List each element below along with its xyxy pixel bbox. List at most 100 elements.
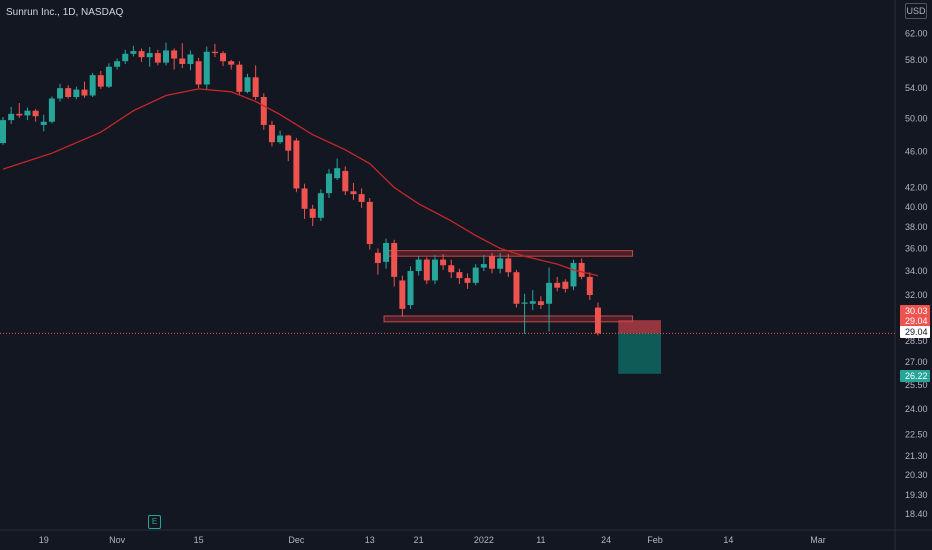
candle-body (440, 259, 447, 266)
candle-body (554, 282, 561, 288)
symbol-title: Sunrun Inc., 1D, NASDAQ (6, 7, 124, 18)
price-tick-label: 46.00 (905, 147, 928, 157)
price-tick-label: 24.00 (905, 404, 928, 414)
candle-body (366, 201, 373, 245)
candle-body (228, 61, 235, 65)
time-tick-label: 24 (601, 535, 611, 545)
candle-body (431, 259, 438, 281)
candle-body (546, 282, 553, 304)
short-position-tool[interactable] (0, 320, 895, 374)
price-tick-label: 32.00 (905, 290, 928, 300)
price-tag-label: 30.03 (905, 306, 928, 316)
candle-body (489, 256, 495, 269)
candle-body (277, 135, 284, 143)
candle-body (594, 307, 601, 334)
earnings-icon[interactable]: E (148, 515, 161, 529)
candle-body (448, 265, 455, 273)
candle-body (521, 302, 528, 304)
time-tick-label: 11 (536, 535, 545, 545)
time-tick-label: 13 (365, 535, 375, 545)
price-tick-label: 28.50 (905, 336, 928, 346)
candle-body (505, 258, 512, 273)
candle-body (81, 89, 88, 96)
price-tick-label: 34.00 (905, 266, 928, 276)
candle-body (301, 188, 308, 209)
candle-body (472, 267, 479, 283)
candle-body (105, 66, 112, 87)
candle-body (97, 75, 104, 87)
candle-body (350, 191, 357, 195)
candle-body (244, 77, 251, 92)
time-axis[interactable]: 19 Nov 15 Dec 13 21 2022 11 24 Feb 14 Mar (39, 535, 826, 545)
candle-body (334, 168, 341, 179)
take-profit-zone[interactable] (618, 333, 661, 374)
candle-body (220, 53, 227, 62)
time-tick-label: 14 (723, 535, 733, 545)
candle-body (391, 242, 398, 277)
candle-body (40, 121, 47, 125)
price-axis[interactable]: 62.00 58.00 54.00 50.00 46.00 42.00 40.00 38.00… (905, 29, 928, 519)
price-tick-label: 19.30 (905, 490, 928, 500)
candlestick-series (0, 42, 601, 336)
price-tag-label: 26.22 (905, 371, 928, 381)
candle-body (415, 259, 422, 272)
candle-body (423, 259, 430, 281)
candle-body (187, 54, 194, 64)
candle-body (562, 281, 569, 289)
candle-body (73, 89, 80, 98)
time-tick-label: Dec (288, 535, 305, 545)
candle-body (8, 113, 15, 121)
candle-body (293, 140, 300, 189)
price-tick-label: 40.00 (905, 202, 928, 212)
candle-body (268, 124, 275, 143)
candle-body (260, 97, 267, 125)
candle-body (529, 301, 536, 304)
candle-body (163, 50, 169, 63)
candle-body (497, 258, 504, 269)
candle-body (114, 61, 121, 67)
candle-body (383, 242, 390, 262)
candle-body (179, 58, 186, 64)
candle-body (89, 75, 96, 96)
price-tick-label: 36.00 (905, 243, 928, 253)
candle-body (407, 271, 414, 306)
price-tick-label: 42.00 (905, 182, 928, 192)
price-tick-label: 27.00 (905, 357, 928, 367)
time-tick-label: Feb (647, 535, 663, 545)
price-tag (900, 305, 930, 317)
candle-body (399, 280, 406, 309)
candle-body (171, 50, 178, 59)
price-tag (900, 315, 930, 327)
currency-button[interactable]: USD (905, 3, 927, 19)
time-tick-label: 2022 (474, 535, 494, 545)
candle-body (203, 51, 210, 85)
stop-loss-zone[interactable] (618, 320, 661, 334)
price-tag (900, 370, 930, 382)
price-tick-label: 50.00 (905, 114, 928, 124)
candle-body (236, 64, 243, 92)
candle-body (578, 262, 585, 277)
price-tick-label: 54.00 (905, 83, 928, 93)
candle-body (464, 278, 471, 283)
candle-body (252, 77, 259, 98)
time-tick-label: 19 (39, 535, 49, 545)
candle-body (537, 301, 544, 306)
price-tick-label: 21.30 (905, 451, 928, 461)
time-tick-label: 15 (194, 535, 204, 545)
candle-body (16, 113, 23, 116)
price-tick-label: 20.30 (905, 470, 928, 480)
price-tick-label: 18.40 (905, 509, 928, 519)
resistance-zone[interactable] (383, 315, 634, 323)
price-tick-label: 38.00 (905, 222, 928, 232)
price-tag-label: 29.04 (905, 327, 928, 337)
candle-body (57, 88, 64, 99)
candle-body (342, 170, 349, 192)
candle-body (65, 88, 72, 98)
price-tick-label: 62.00 (905, 29, 928, 39)
time-tick-label: Mar (810, 535, 826, 545)
candle-body (24, 110, 31, 116)
time-tick-label: Nov (109, 535, 126, 545)
